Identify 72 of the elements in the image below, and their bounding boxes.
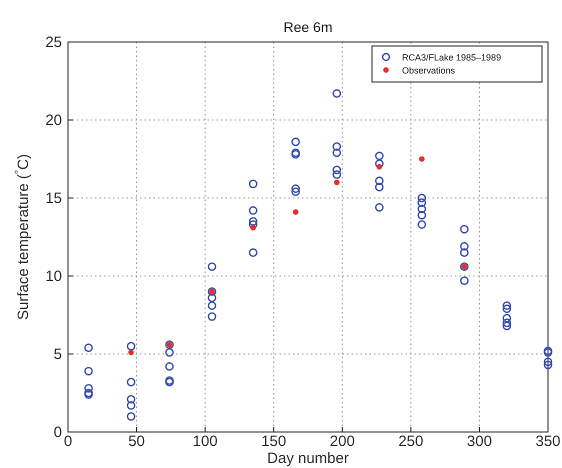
point (126, 342, 136, 350)
x-tick-label: 150 (261, 433, 286, 450)
point (418, 204, 426, 214)
point (375, 203, 384, 212)
point (248, 217, 258, 226)
point (126, 378, 136, 386)
point (418, 194, 426, 202)
legend-label: Observations (402, 66, 456, 76)
point (126, 394, 136, 404)
point (248, 180, 258, 188)
point (250, 224, 256, 230)
point (84, 343, 93, 352)
point (460, 276, 469, 285)
point (376, 164, 382, 170)
x-tick-label: 200 (330, 433, 355, 450)
point (208, 262, 216, 271)
point (502, 304, 512, 314)
point (502, 301, 512, 310)
legend-label: RCA3/FLake 1985–1989 (402, 52, 502, 62)
x-tick-label: 250 (398, 433, 424, 450)
point (248, 220, 258, 229)
point (332, 89, 342, 98)
point (208, 294, 216, 302)
point (332, 142, 342, 151)
point (291, 184, 300, 193)
point (460, 248, 469, 257)
point (544, 360, 552, 370)
point (418, 198, 426, 207)
point (332, 166, 342, 174)
point (502, 322, 512, 330)
x-axis-title: Day number (267, 450, 349, 467)
point (502, 314, 512, 322)
point (126, 412, 136, 421)
point (460, 224, 469, 234)
y-tick-label: 25 (45, 34, 62, 51)
point (418, 220, 426, 229)
y-tick-label: 20 (45, 112, 62, 129)
chart-title: Ree 6m (283, 19, 333, 35)
point (502, 318, 512, 328)
point (126, 401, 136, 410)
point (291, 187, 300, 196)
point (332, 170, 342, 179)
x-tick-label: 350 (535, 433, 561, 450)
point (291, 138, 300, 146)
y-tick-label: 10 (45, 268, 62, 285)
x-tick-label: 300 (466, 433, 492, 450)
point (248, 206, 258, 215)
point (84, 384, 93, 393)
x-tick-label: 50 (128, 433, 145, 450)
point (375, 159, 384, 168)
y-tick-label: 15 (45, 190, 62, 207)
point (460, 242, 469, 251)
point (544, 358, 552, 366)
point (375, 176, 384, 186)
point (375, 152, 384, 160)
y-tick-label: 5 (54, 346, 62, 363)
point (334, 180, 340, 186)
point (208, 301, 216, 310)
x-tick-label: 100 (192, 433, 218, 450)
point (165, 348, 174, 357)
point (292, 209, 298, 215)
point (128, 350, 134, 356)
point (165, 362, 174, 371)
point (419, 156, 425, 162)
point (332, 148, 342, 158)
point (291, 150, 300, 159)
point (84, 366, 93, 376)
point (375, 182, 384, 192)
point (291, 148, 300, 158)
point (248, 248, 258, 257)
point (208, 312, 216, 321)
point (418, 210, 426, 220)
